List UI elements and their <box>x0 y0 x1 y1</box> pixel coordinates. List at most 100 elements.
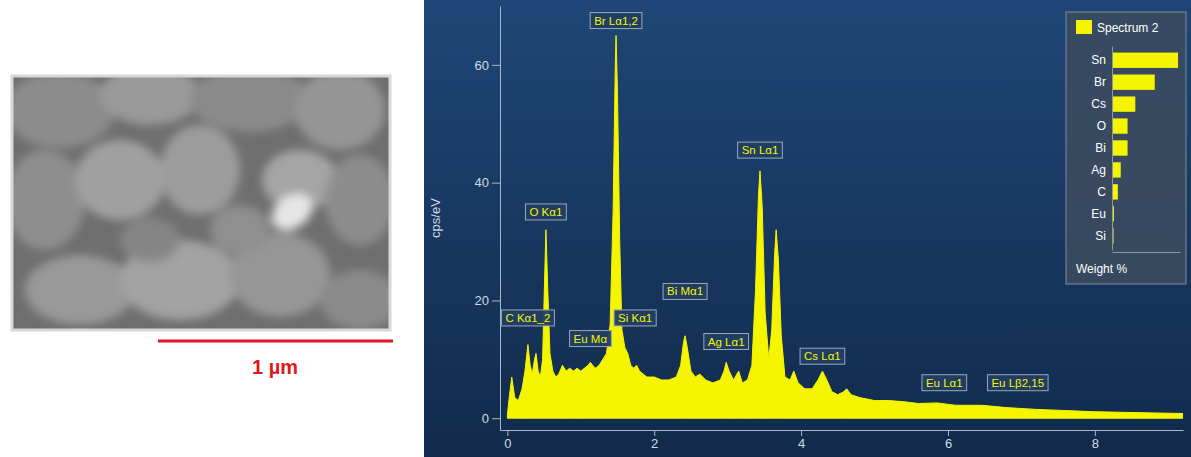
y-tick-group: 20 <box>475 293 500 308</box>
x-tick-label: 2 <box>651 436 658 451</box>
category-label: O <box>1097 119 1106 133</box>
y-axis-title: cps/eV <box>428 198 443 238</box>
y-tick <box>492 65 500 66</box>
x-tick-label: 8 <box>1092 436 1099 451</box>
grain <box>120 218 180 262</box>
annotation-label: Eu Mα <box>574 333 608 345</box>
annotation: Si Kα1 <box>614 310 656 326</box>
annotation-label: Si Kα1 <box>618 312 652 324</box>
annotation: Br Lα1,2 <box>590 13 642 29</box>
y-tick-label: 0 <box>482 411 489 426</box>
annotation-box <box>590 13 642 29</box>
value-axis-title: Weight % <box>1076 262 1127 276</box>
bar <box>1112 53 1178 68</box>
category-label: Sn <box>1091 53 1106 67</box>
grain <box>12 150 85 250</box>
x-axis-line <box>501 430 1184 431</box>
category-tick-group: Si <box>1095 229 1112 243</box>
grain <box>160 125 240 215</box>
category-label: Eu <box>1091 207 1106 221</box>
category-tick-group: Eu <box>1091 207 1112 221</box>
legend-label: Spectrum 2 <box>1097 21 1159 35</box>
x-tick <box>1095 430 1096 436</box>
category-axis-line <box>1112 47 1113 251</box>
grain <box>75 140 165 220</box>
annotation-box <box>987 375 1048 391</box>
x-tick-group: 0 <box>504 430 511 451</box>
category-tick-group: Sn <box>1091 53 1112 67</box>
annotation-box <box>704 334 749 350</box>
annotation: Eu Lβ2,15 <box>987 375 1048 391</box>
category-tick-group: O <box>1097 119 1112 133</box>
x-axis: 0 2 4 6 8 <box>501 430 1184 451</box>
annotation-label: Bi Mα1 <box>667 285 703 297</box>
annotation: Sn Lα1 <box>738 142 783 158</box>
annotation-label: Br Lα1,2 <box>594 15 638 27</box>
category-tick-group: Cs <box>1091 97 1112 111</box>
y-tick <box>492 418 500 419</box>
category-label: Bi <box>1095 141 1106 155</box>
x-tick-label: 0 <box>504 436 511 451</box>
grain <box>190 76 310 132</box>
annotation: Eu Mα <box>570 331 612 347</box>
annotation-label: C Kα1_2 <box>505 312 550 324</box>
annotation-label: Eu Lα1 <box>926 377 963 389</box>
y-tick <box>492 183 500 184</box>
annotation-box <box>501 310 554 326</box>
category-label: C <box>1097 185 1106 199</box>
category-axis: SnBrCsOBiAgCEuSi <box>1091 47 1112 251</box>
bar <box>1112 75 1155 90</box>
annotation-box <box>800 348 845 364</box>
x-tick-label: 4 <box>798 436 805 451</box>
grain <box>12 76 115 148</box>
x-tick-group: 2 <box>651 430 658 451</box>
grain <box>320 270 390 330</box>
annotation-box <box>738 142 783 158</box>
y-tick-group: 40 <box>475 175 500 190</box>
x-tick-group: 6 <box>945 430 952 451</box>
x-tick <box>507 430 508 436</box>
x-tick <box>654 430 655 436</box>
bar <box>1112 96 1135 111</box>
y-tick-group: 0 <box>482 411 500 426</box>
annotation-label: O Kα1 <box>529 206 562 218</box>
bar <box>1112 140 1128 155</box>
category-label: Ag <box>1091 163 1106 177</box>
bright-grain <box>265 186 319 237</box>
x-tick <box>801 430 802 436</box>
annotation-box <box>570 331 612 347</box>
annotations: C Kα1_2 O Kα1 Eu Mα Br Lα1,2 Si Kα1 Bi Mα1 Ag … <box>501 13 1048 391</box>
bar <box>1112 162 1121 177</box>
legend-swatch <box>1076 20 1092 34</box>
annotation-label: Cs Lα1 <box>804 350 841 362</box>
page: 1 µm 0 2 4 6 8 0 20 40 60 cps/eV C Kα1_2 O Kα1 Eu Mα B… <box>0 0 1191 457</box>
y-tick-group: 60 <box>475 58 500 73</box>
grain <box>210 205 270 255</box>
annotation-box <box>922 375 967 391</box>
category-tick-group: Ag <box>1091 163 1112 177</box>
category-tick-group: C <box>1097 185 1112 199</box>
scale-bar-label: 1 µm <box>252 356 298 378</box>
bar <box>1112 118 1128 133</box>
annotation: Bi Mα1 <box>663 283 707 299</box>
y-tick-label: 60 <box>475 58 489 73</box>
category-label: Si <box>1095 229 1106 243</box>
y-tick <box>492 300 500 301</box>
x-tick <box>948 430 949 436</box>
y-tick-label: 40 <box>475 175 489 190</box>
sem-frame <box>12 76 390 330</box>
annotation-box <box>614 310 656 326</box>
bars <box>1112 53 1178 244</box>
value-axis <box>1113 252 1181 253</box>
grain <box>295 76 385 150</box>
annotation: O Kα1 <box>525 204 566 220</box>
x-tick-group: 8 <box>1092 430 1099 451</box>
annotation-box <box>525 204 566 220</box>
panel-background <box>1066 12 1186 284</box>
sem-image <box>5 65 400 330</box>
annotation: Ag Lα1 <box>704 334 749 350</box>
category-label: Cs <box>1091 97 1106 111</box>
x-tick-group: 4 <box>798 430 805 451</box>
annotation: Eu Lα1 <box>922 375 967 391</box>
grain <box>325 155 390 245</box>
